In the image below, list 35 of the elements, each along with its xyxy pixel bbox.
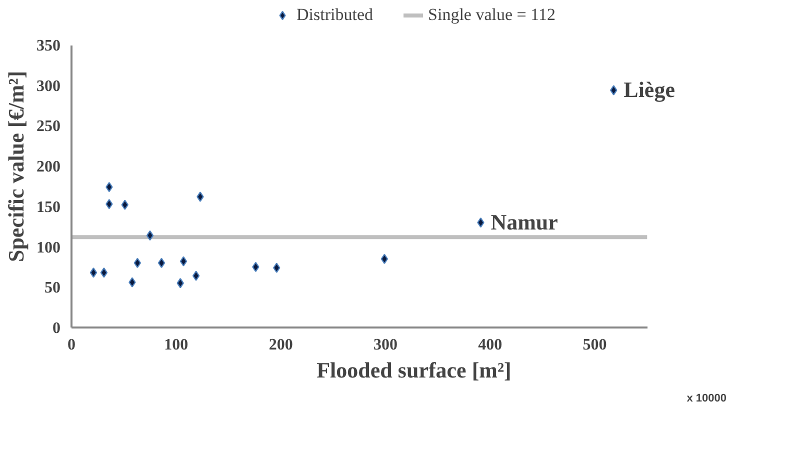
x-tick-label: 400 (478, 336, 502, 354)
annotation: Liège (624, 77, 676, 102)
x-tick-label: 300 (373, 336, 398, 354)
y-axis-title: Specific value [€/m²] (4, 70, 28, 262)
x-tick-label: 500 (582, 336, 607, 354)
legend-label: Single value = 112 (428, 5, 556, 25)
point (100, 268, 108, 278)
x-axis-title: Flooded surface [m²] (316, 358, 512, 382)
y-tick-label: 300 (36, 78, 60, 95)
y-tick-label: 200 (36, 158, 60, 176)
annotation: Namur (490, 210, 558, 235)
point (128, 277, 136, 288)
y-tick-label: 0 (52, 320, 60, 337)
x-tick-label: 100 (164, 336, 188, 354)
point (180, 256, 188, 266)
point (610, 85, 618, 96)
point (380, 254, 388, 264)
text: x 10000 (686, 392, 727, 404)
y-tick-label: 150 (36, 198, 60, 216)
point (121, 200, 128, 210)
y-tick-label: 250 (36, 118, 60, 136)
y-tick-label: 50 (44, 280, 60, 297)
legend-label: Distributed (296, 5, 374, 25)
point (158, 258, 166, 268)
point (273, 262, 280, 273)
point (192, 270, 200, 281)
x-tick-label: 0 (68, 336, 76, 354)
y-tick-label: 100 (36, 239, 60, 256)
x-tick-label: 200 (268, 336, 293, 354)
y-tick-label: 350 (36, 38, 60, 55)
point (134, 258, 142, 268)
point (90, 268, 98, 278)
point (176, 278, 184, 288)
point (146, 230, 154, 241)
point (196, 192, 204, 202)
